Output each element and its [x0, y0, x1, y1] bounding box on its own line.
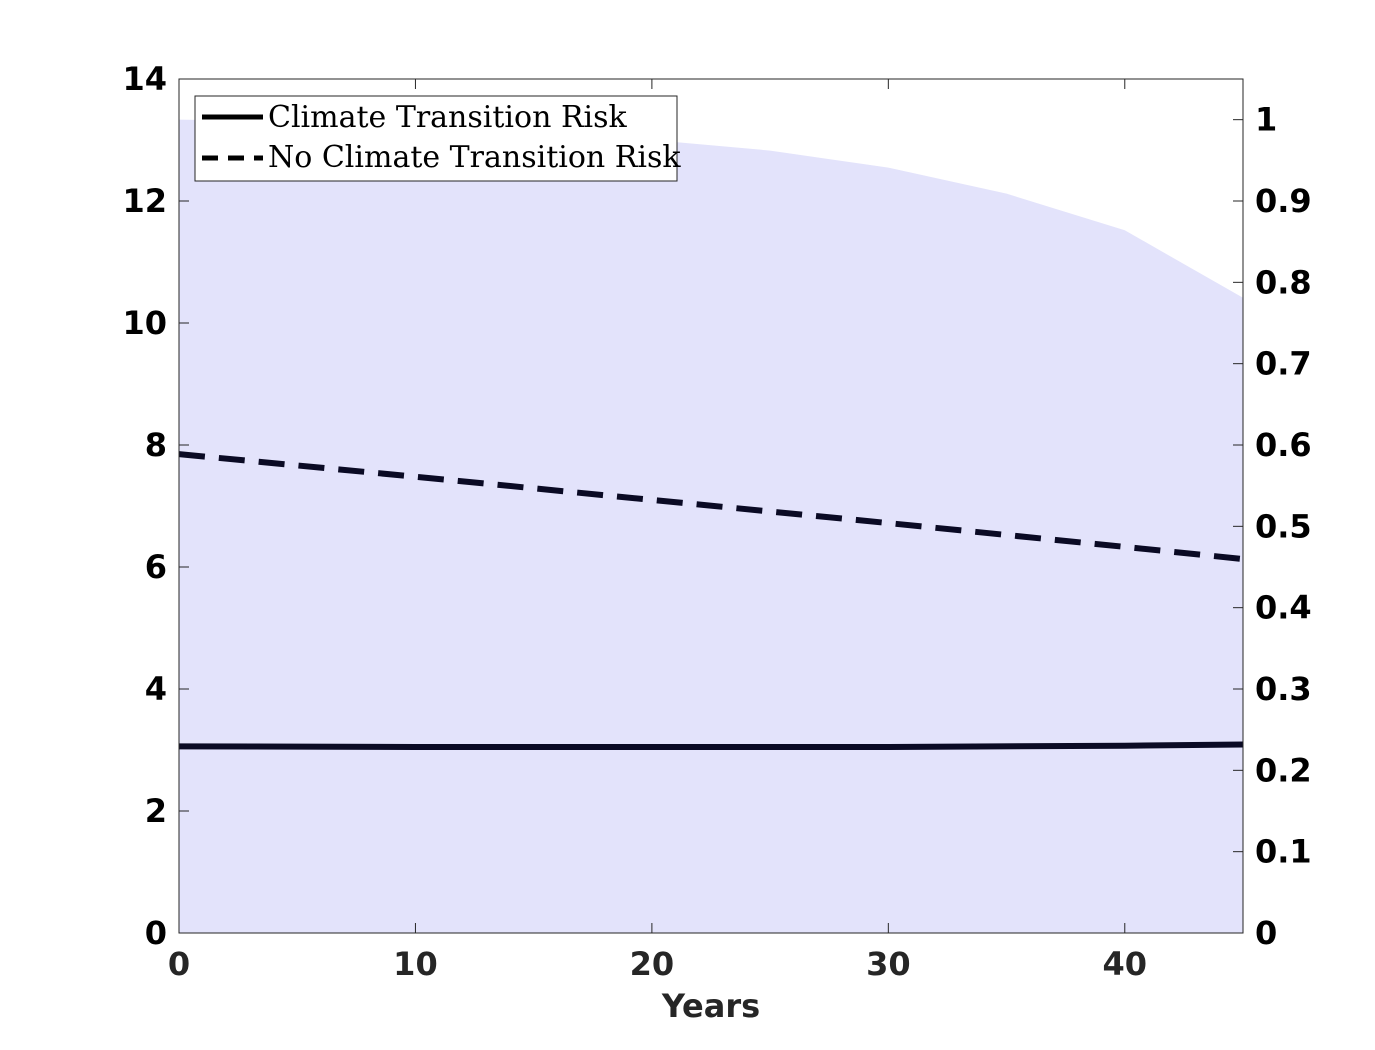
x-tick-label-3: 30	[866, 945, 911, 983]
y-left-tick-label-7: 14	[122, 60, 167, 98]
y-left-tick-label-1: 2	[145, 792, 167, 830]
shaded-area	[179, 119, 1243, 933]
y-right-tick-label-10: 1	[1255, 101, 1277, 139]
x-tick-label-2: 20	[630, 945, 675, 983]
y-left-tick-label-4: 8	[145, 426, 167, 464]
y-right-tick-label-1: 0.1	[1255, 833, 1312, 871]
legend-box	[194, 95, 678, 182]
y-right-tick-label-6: 0.6	[1255, 426, 1312, 464]
x-tick-label-1: 10	[393, 945, 438, 983]
legend-label-no-climate-transition-risk: No Climate Transition Risk	[268, 140, 681, 175]
y-right-tick-label-9: 0.9	[1255, 182, 1312, 220]
y-right-tick-label-2: 0.2	[1255, 751, 1312, 789]
series-line-no-climate-transition-risk	[178, 451, 1244, 563]
x-tick-label-4: 40	[1103, 945, 1148, 983]
y-right-tick-label-3: 0.3	[1255, 670, 1312, 708]
y-left-tick-label-6: 12	[122, 182, 167, 220]
y-right-tick-label-0: 0	[1255, 914, 1277, 952]
y-left-tick-label-3: 6	[145, 548, 167, 586]
y-right-tick-label-4: 0.4	[1255, 589, 1312, 627]
series-line-climate-transition-risk	[178, 741, 1244, 750]
plot-frame	[178, 78, 1244, 934]
y-left-tick-label-5: 10	[122, 304, 167, 342]
y-right-tick-label-7: 0.7	[1255, 345, 1312, 383]
y-right-tick-label-8: 0.8	[1255, 263, 1312, 301]
x-tick-label-0: 0	[168, 945, 190, 983]
legend-label-climate-transition-risk: Climate Transition Risk	[268, 100, 628, 135]
y-right-tick-label-5: 0.5	[1255, 507, 1312, 545]
y-left-tick-label-0: 0	[145, 914, 167, 952]
legend: Climate Transition Risk No Climate Trans…	[194, 95, 681, 182]
x-axis-title: Years	[661, 987, 760, 1025]
y-left-tick-label-2: 4	[145, 670, 167, 708]
